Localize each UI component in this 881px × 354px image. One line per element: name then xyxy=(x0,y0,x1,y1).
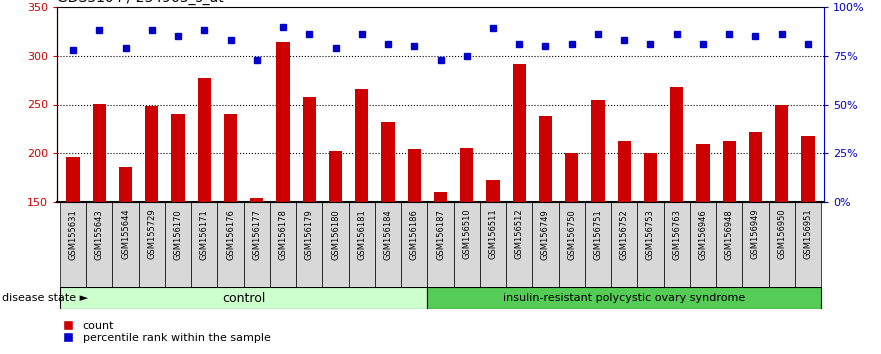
Bar xyxy=(375,202,401,287)
Text: GSM156180: GSM156180 xyxy=(331,209,340,259)
Text: GSM156949: GSM156949 xyxy=(751,209,760,259)
Bar xyxy=(454,202,480,287)
Text: disease state ►: disease state ► xyxy=(2,293,88,303)
Text: GDS3104 / 234963_s_at: GDS3104 / 234963_s_at xyxy=(57,0,224,5)
Text: GSM156951: GSM156951 xyxy=(803,209,812,259)
Bar xyxy=(559,202,585,287)
Bar xyxy=(401,202,427,287)
Bar xyxy=(696,143,709,202)
Bar xyxy=(768,202,795,287)
Bar xyxy=(303,97,315,202)
Text: GSM156184: GSM156184 xyxy=(383,209,393,259)
Bar xyxy=(224,114,237,202)
Bar xyxy=(513,64,526,202)
Text: GSM156178: GSM156178 xyxy=(278,209,287,260)
Text: GSM155729: GSM155729 xyxy=(147,209,156,259)
Text: GSM156950: GSM156950 xyxy=(777,209,786,259)
Text: GSM156181: GSM156181 xyxy=(358,209,366,259)
Text: GSM155643: GSM155643 xyxy=(95,209,104,259)
Bar xyxy=(197,78,211,202)
Text: GSM156511: GSM156511 xyxy=(488,209,498,259)
Text: GSM156512: GSM156512 xyxy=(515,209,523,259)
Text: GSM155631: GSM155631 xyxy=(69,209,78,259)
Text: GSM156176: GSM156176 xyxy=(226,209,235,260)
Bar xyxy=(795,202,821,287)
Bar xyxy=(690,202,716,287)
Bar xyxy=(60,287,427,309)
Bar xyxy=(585,202,611,287)
Bar xyxy=(611,202,637,287)
Bar xyxy=(637,202,663,287)
Text: GSM156763: GSM156763 xyxy=(672,209,681,260)
Bar xyxy=(250,198,263,202)
Bar xyxy=(145,107,159,202)
Bar xyxy=(329,151,342,202)
Bar xyxy=(93,103,106,202)
Bar xyxy=(618,141,631,202)
Bar xyxy=(355,89,368,202)
Bar xyxy=(663,202,690,287)
Bar xyxy=(218,202,244,287)
Bar xyxy=(60,202,86,287)
Bar xyxy=(296,202,322,287)
Bar xyxy=(270,202,296,287)
Bar xyxy=(716,202,743,287)
Text: GSM156752: GSM156752 xyxy=(619,209,629,259)
Bar xyxy=(172,114,185,202)
Bar xyxy=(743,202,768,287)
Bar xyxy=(802,136,815,202)
Bar xyxy=(191,202,218,287)
Bar xyxy=(113,202,138,287)
Text: GSM156946: GSM156946 xyxy=(699,209,707,259)
Bar xyxy=(277,42,290,202)
Bar xyxy=(749,132,762,202)
Bar xyxy=(670,87,684,202)
Text: GSM156749: GSM156749 xyxy=(541,209,550,259)
Bar xyxy=(138,202,165,287)
Text: GSM156170: GSM156170 xyxy=(174,209,182,259)
Bar xyxy=(119,167,132,202)
Text: GSM156186: GSM156186 xyxy=(410,209,418,260)
Text: GSM156171: GSM156171 xyxy=(200,209,209,259)
Bar xyxy=(427,202,454,287)
Bar xyxy=(427,287,821,309)
Bar xyxy=(244,202,270,287)
Bar xyxy=(434,192,447,202)
Text: GSM156948: GSM156948 xyxy=(725,209,734,259)
Bar xyxy=(591,99,604,202)
Text: GSM156177: GSM156177 xyxy=(252,209,262,260)
Bar xyxy=(381,122,395,202)
Text: GSM156179: GSM156179 xyxy=(305,209,314,259)
Text: GSM156753: GSM156753 xyxy=(646,209,655,260)
Bar xyxy=(349,202,375,287)
Text: GSM155644: GSM155644 xyxy=(121,209,130,259)
Bar xyxy=(322,202,349,287)
Bar xyxy=(480,202,506,287)
Bar xyxy=(460,148,473,202)
Bar xyxy=(408,149,421,202)
Text: control: control xyxy=(222,291,265,304)
Bar xyxy=(722,141,736,202)
Bar xyxy=(539,116,552,202)
Bar xyxy=(644,153,657,202)
Bar xyxy=(165,202,191,287)
Bar xyxy=(66,157,79,202)
Bar xyxy=(775,104,788,202)
Bar xyxy=(566,153,578,202)
Bar xyxy=(86,202,113,287)
Legend: count, percentile rank within the sample: count, percentile rank within the sample xyxy=(63,321,270,343)
Text: GSM156187: GSM156187 xyxy=(436,209,445,260)
Text: GSM156510: GSM156510 xyxy=(463,209,471,259)
Bar xyxy=(532,202,559,287)
Bar xyxy=(506,202,532,287)
Bar xyxy=(486,179,500,202)
Text: GSM156751: GSM156751 xyxy=(594,209,603,259)
Text: insulin-resistant polycystic ovary syndrome: insulin-resistant polycystic ovary syndr… xyxy=(503,293,745,303)
Text: GSM156750: GSM156750 xyxy=(567,209,576,259)
